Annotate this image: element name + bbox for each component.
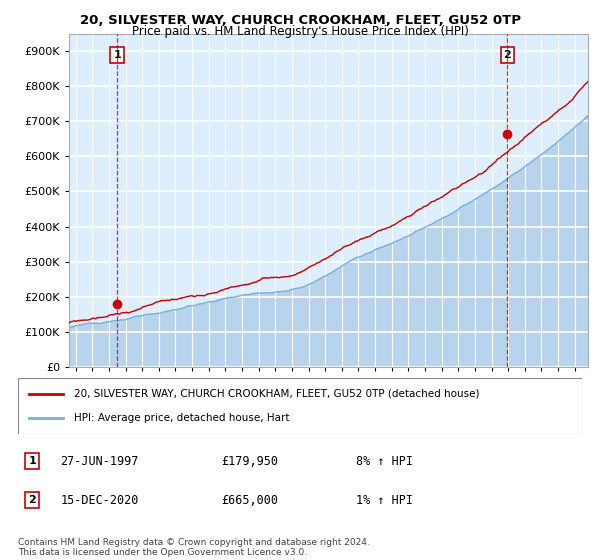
Text: 20, SILVESTER WAY, CHURCH CROOKHAM, FLEET, GU52 0TP: 20, SILVESTER WAY, CHURCH CROOKHAM, FLEE… [79, 14, 521, 27]
Text: HPI: Average price, detached house, Hart: HPI: Average price, detached house, Hart [74, 413, 290, 423]
Text: 2: 2 [503, 50, 511, 60]
Text: 1: 1 [28, 456, 36, 466]
FancyBboxPatch shape [18, 378, 582, 434]
Text: 8% ↑ HPI: 8% ↑ HPI [356, 455, 413, 468]
Text: 27-JUN-1997: 27-JUN-1997 [60, 455, 139, 468]
Text: 2: 2 [28, 496, 36, 505]
Text: 15-DEC-2020: 15-DEC-2020 [60, 494, 139, 507]
Text: £179,950: £179,950 [221, 455, 278, 468]
Text: 1: 1 [113, 50, 121, 60]
Text: 20, SILVESTER WAY, CHURCH CROOKHAM, FLEET, GU52 0TP (detached house): 20, SILVESTER WAY, CHURCH CROOKHAM, FLEE… [74, 389, 480, 399]
Text: £665,000: £665,000 [221, 494, 278, 507]
Text: Price paid vs. HM Land Registry's House Price Index (HPI): Price paid vs. HM Land Registry's House … [131, 25, 469, 38]
Text: 1% ↑ HPI: 1% ↑ HPI [356, 494, 413, 507]
Text: Contains HM Land Registry data © Crown copyright and database right 2024.
This d: Contains HM Land Registry data © Crown c… [18, 538, 370, 557]
